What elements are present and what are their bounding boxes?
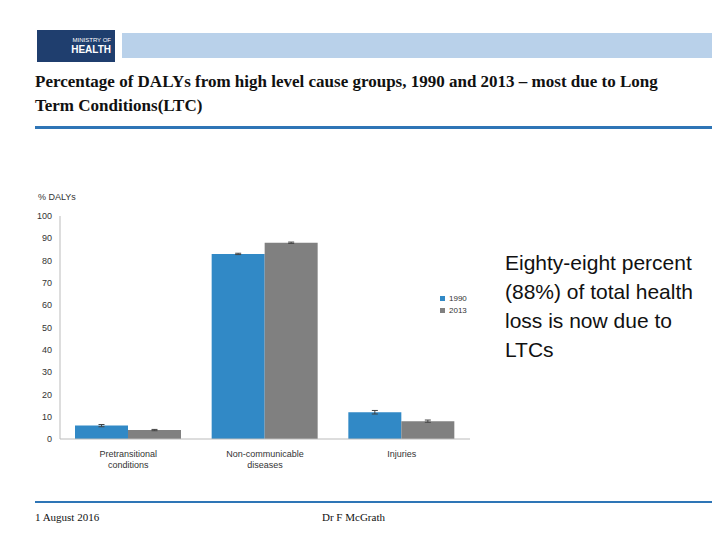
- svg-text:50: 50: [42, 323, 52, 333]
- html-text:MINISTRY OF: MINISTRY OF: [72, 37, 111, 43]
- html-text:Eighty-eight percent (88%) of: Eighty-eight percent (88%) of total heal…: [505, 251, 693, 361]
- svg-text:Injuries: Injuries: [387, 449, 417, 459]
- svg-text:20: 20: [42, 390, 52, 400]
- svg-text:100: 100: [37, 211, 52, 221]
- html-text:HEALTH: HEALTH: [71, 44, 111, 55]
- svg-text:Pretransitional: Pretransitional: [100, 449, 158, 459]
- svg-text:60: 60: [42, 300, 52, 310]
- svg-text:90: 90: [42, 233, 52, 243]
- svg-text:conditions: conditions: [108, 460, 149, 470]
- html-text:2013: 2013: [449, 305, 467, 315]
- svg-text:80: 80: [42, 256, 52, 266]
- html-text:Percentage of DALYs from high: Percentage of DALYs from high level caus…: [35, 72, 658, 115]
- html-text:1990: 1990: [449, 293, 467, 303]
- html-text:1 August 2016: 1 August 2016: [35, 511, 100, 523]
- svg-text:30: 30: [42, 367, 52, 377]
- html-text:Dr F McGrath: Dr F McGrath: [322, 511, 385, 523]
- svg-text:diseases: diseases: [247, 460, 283, 470]
- svg-text:0: 0: [47, 434, 52, 444]
- svg-text:70: 70: [42, 278, 52, 288]
- html-text:% DALYs: % DALYs: [38, 192, 76, 202]
- svg-text:Non-communicable: Non-communicable: [226, 449, 304, 459]
- svg-text:40: 40: [42, 345, 52, 355]
- svg-text:10: 10: [42, 412, 52, 422]
